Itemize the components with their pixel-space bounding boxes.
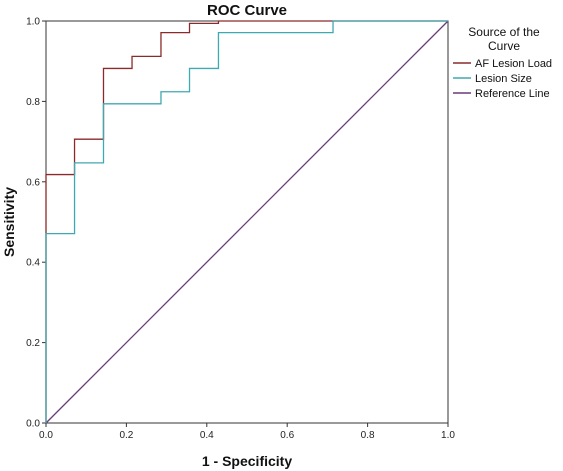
y-tick-label: 0.0 [26, 419, 40, 430]
series-line-reference-line [45, 20, 449, 424]
y-tick-label: 0.8 [26, 97, 40, 108]
x-tick-label: 0.6 [280, 430, 294, 441]
x-tick-label: 0.0 [39, 430, 53, 441]
legend: Source of the Curve AF Lesion Load Lesion… [453, 25, 552, 100]
x-axis: 0.0 0.2 0.4 0.6 0.8 1.0 [39, 423, 455, 441]
series-line-lesion-size [45, 20, 448, 423]
legend-label-af-lesion-load: AF Lesion Load [475, 58, 552, 70]
y-tick-label: 0.2 [26, 338, 40, 349]
y-tick-label: 1.0 [26, 17, 40, 28]
legend-label-reference-line: Reference Line [475, 88, 550, 100]
y-axis-title: Sensitivity [1, 187, 17, 257]
chart-title: ROC Curve [207, 2, 287, 19]
legend-label-lesion-size: Lesion Size [475, 73, 532, 85]
x-tick-label: 1.0 [441, 430, 455, 441]
legend-title-line-1: Source of the [468, 25, 540, 39]
y-tick-label: 0.4 [26, 258, 40, 269]
x-tick-label: 0.8 [361, 430, 375, 441]
x-tick-label: 0.4 [200, 430, 214, 441]
x-axis-title: 1 - Specificity [202, 453, 292, 469]
y-tick-label: 0.6 [26, 177, 40, 188]
series-layer [45, 20, 449, 424]
y-axis: 0.0 0.2 0.4 0.6 0.8 1.0 [26, 17, 46, 430]
x-tick-label: 0.2 [119, 430, 133, 441]
legend-title-line-2: Curve [488, 39, 520, 53]
